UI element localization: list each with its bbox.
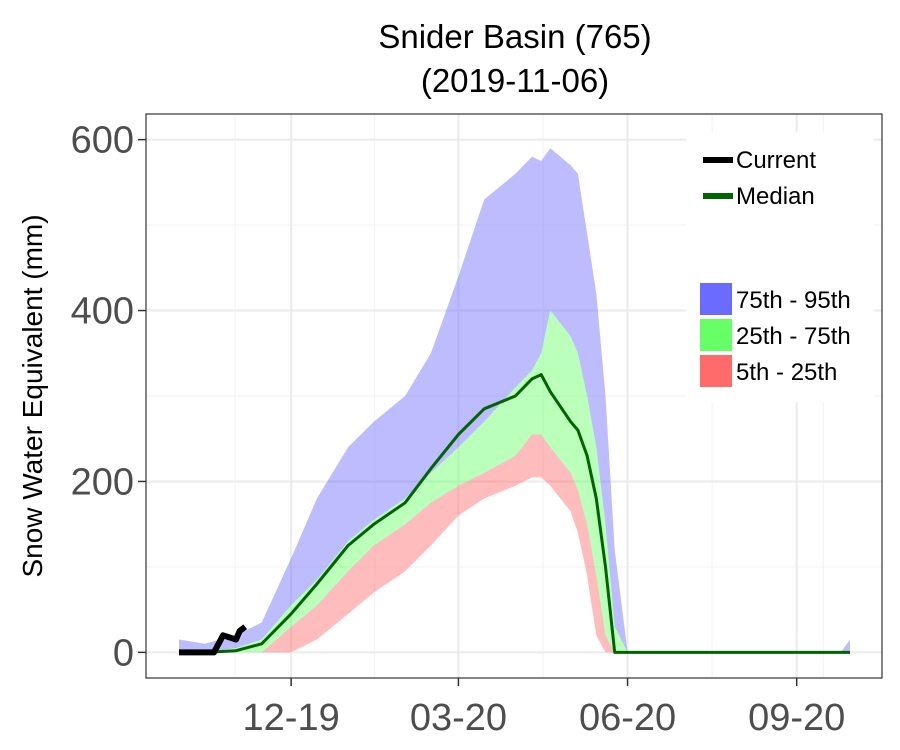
- legend-band-key: [700, 319, 732, 351]
- y-tick-label: 0: [113, 632, 134, 674]
- legend-label: 75th - 95th: [736, 287, 851, 314]
- band-5th-25th: [179, 434, 850, 653]
- band-25th-75th: [179, 310, 850, 653]
- legend: Current Median 75th - 95th 25th - 75th 5th -…: [686, 132, 874, 402]
- x-axis: 12-19 03-20 06-20 09-20: [243, 678, 845, 739]
- median-line: [179, 373, 850, 654]
- y-axis: 0 200 400 600: [71, 120, 146, 674]
- band-75th-95th: [179, 148, 850, 653]
- y-tick-label: 200: [71, 461, 134, 503]
- chart-title: Snider Basin (765): [378, 18, 651, 55]
- x-tick-label: 09-20: [748, 697, 845, 739]
- percentile-bands: [179, 148, 850, 653]
- series-lines: [179, 373, 850, 656]
- legend-label: 5th - 25th: [736, 359, 837, 386]
- legend-label: Median: [736, 183, 815, 210]
- x-tick-label: 03-20: [410, 697, 507, 739]
- y-axis-label: Snow Water Equivalent (mm): [17, 214, 48, 577]
- legend-band-key: [700, 283, 732, 315]
- plot-panel-border: [145, 113, 883, 679]
- legend-band-key: [700, 355, 732, 387]
- current-line: [179, 624, 248, 656]
- y-tick-label: 600: [71, 120, 134, 162]
- legend-label: Current: [736, 147, 816, 174]
- y-tick-label: 400: [71, 291, 134, 333]
- x-tick-label: 12-19: [243, 697, 340, 739]
- legend-label: 25th - 75th: [736, 323, 851, 350]
- chart-subtitle: (2019-11-06): [421, 62, 609, 99]
- x-tick-label: 06-20: [579, 697, 676, 739]
